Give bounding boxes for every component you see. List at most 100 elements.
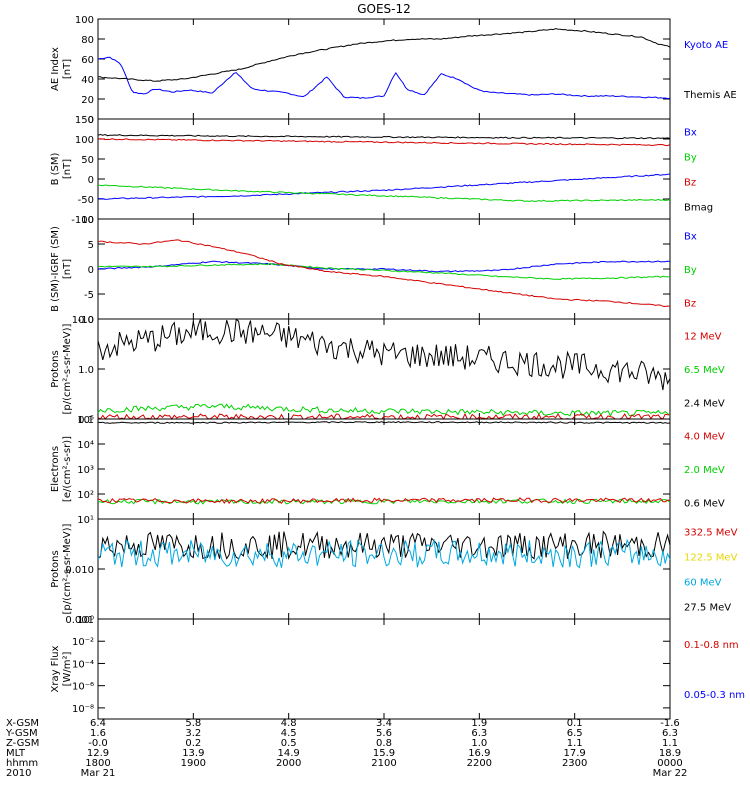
x-cell: 16.9: [468, 748, 490, 759]
y-tick-label: 10: [81, 215, 94, 226]
panel-xray: 10⁻⁸ 10⁻⁶ 10⁻⁴ 10⁻² 10⁰ Xray Flux [W/m²] 0.1-0.…: [50, 615, 745, 720]
panel-ae: 0 20 40 60 80 100 AE Index [nT] Kyoto AE Themis A…: [50, 15, 737, 126]
series-line-kyoto-ae: [97, 56, 671, 100]
legend-entry: 332.5 MeV: [684, 528, 738, 539]
y-tick-label: 1.0: [78, 365, 94, 376]
x-row-label: MLT: [6, 748, 26, 759]
x-row-label: Y-GSM: [5, 728, 38, 739]
x-cell: 0000: [657, 758, 682, 769]
y-axis-label: [e/(cm²-s-sr)]: [62, 436, 73, 502]
y-axis-label: B (SM)-IGRF (SM): [50, 226, 61, 312]
x-cell: 4.5: [281, 728, 297, 739]
x-cell: 17.9: [564, 748, 586, 759]
x-cell: 1.1: [662, 738, 678, 749]
y-tick-label: -10: [78, 315, 94, 326]
series-line-bz: [97, 239, 671, 308]
panel-frame: [97, 18, 671, 120]
x-row-label: X-GSM: [6, 718, 39, 729]
x-cell: -0.0: [88, 738, 108, 749]
x-cell: Mar 21: [81, 768, 116, 779]
legend-entry: 6.5 MeV: [684, 365, 725, 376]
x-cell: 3.2: [185, 728, 201, 739]
x-cell: 6.3: [662, 728, 678, 739]
y-tick-label: 60: [81, 55, 94, 66]
y-tick-label: 0.1: [78, 415, 94, 426]
series-line-bz: [97, 138, 671, 147]
series-line-bx: [97, 173, 671, 200]
legend-entry: 4.0 MeV: [684, 432, 725, 443]
x-cell: 2300: [562, 758, 587, 769]
series-line-4-0-mev: [97, 497, 671, 505]
y-axis-label: [p/(cm²-s-sr-MeV)]: [62, 323, 73, 414]
x-cell: 18.9: [659, 748, 681, 759]
legend-entry: 0.1-0.8 nm: [684, 640, 739, 651]
x-cell: 15.9: [373, 748, 395, 759]
y-tick-label: 0: [88, 115, 94, 126]
legend-entry: 60 MeV: [684, 578, 722, 589]
legend-entry: 12 MeV: [684, 332, 722, 343]
y-axis-label: B (SM): [50, 152, 61, 185]
x-cell: 5.6: [376, 728, 392, 739]
y-tick-label: -5: [84, 290, 94, 301]
legend-entry: Bz: [684, 178, 696, 189]
series-line-0-6-mev: [97, 420, 671, 424]
x-cell: 4.8: [281, 718, 297, 729]
y-tick-label: 0: [88, 175, 94, 186]
y-tick-label: 10³: [77, 465, 94, 476]
legend-entry: By: [684, 153, 697, 164]
x-cell: 2200: [467, 758, 492, 769]
x-row-label: 2010: [6, 768, 31, 779]
y-tick-label: 10⁰: [77, 615, 94, 626]
y-axis-label: Electrons: [50, 446, 61, 492]
y-tick-label: -100: [71, 215, 94, 226]
x-cell: 1.9: [471, 718, 487, 729]
series-line-bx: [97, 260, 671, 273]
x-row-label: Z-GSM: [6, 738, 39, 749]
series-line-2-4-mev: [97, 318, 671, 391]
x-cell: Mar 22: [653, 768, 688, 779]
panel-frame: [97, 318, 671, 420]
legend-entry: Bx: [684, 232, 697, 243]
legend-entry: Themis AE: [683, 90, 737, 101]
legend-entry: Bmag: [684, 203, 713, 214]
legend-entry: 2.4 MeV: [684, 398, 725, 409]
legend-entry: 0.6 MeV: [684, 498, 725, 509]
panel-protons_low: 0.1 1.0 10.0 Protons [p/(cm²-s-sr-MeV)] 12 Me…: [50, 315, 725, 426]
y-tick-label: 5: [88, 240, 94, 251]
x-cell: 6.3: [471, 728, 487, 739]
x-cell: 0.1: [567, 718, 583, 729]
x-cell: 6.5: [567, 728, 583, 739]
series-line-6-5-mev: [97, 403, 671, 418]
series-line-12-mev: [97, 412, 671, 420]
y-axis-label: [nT]: [62, 159, 73, 179]
x-cell: 1800: [85, 758, 110, 769]
panel-protons_high: 0.001 0.010 Protons [p/(cm²-s-sr-MeV)] 332.5…: [50, 518, 738, 626]
y-tick-label: 50: [81, 155, 94, 166]
y-tick-label: 10⁵: [77, 415, 94, 426]
x-cell: 0.8: [376, 738, 392, 749]
y-tick-label: 100: [75, 135, 94, 146]
y-tick-label: 150: [75, 115, 94, 126]
series-line-themis-ae: [98, 28, 671, 82]
y-axis-label: [p/(cm²-s-sr-MeV)]: [62, 523, 73, 614]
legend-entry: Bz: [684, 298, 696, 309]
panel-frame: [97, 118, 671, 220]
y-tick-label: 10⁴: [77, 440, 94, 451]
x-cell: 12.9: [87, 748, 109, 759]
series-line-2-0-mev: [97, 498, 671, 505]
y-tick-label: 20: [81, 95, 94, 106]
panel-bigrf: -10 -5 0 5 10 B (SM)-IGRF (SM) [nT] Bx By Bz: [50, 215, 697, 326]
y-axis-label: Xray Flux: [50, 645, 61, 692]
series-line-60-mev: [97, 538, 671, 569]
x-cell: 1900: [181, 758, 206, 769]
panel-frame: [97, 518, 671, 620]
x-cell: 0.2: [185, 738, 201, 749]
x-cell: 5.8: [185, 718, 201, 729]
series-line-bmag: [97, 133, 671, 140]
y-tick-label: -50: [78, 195, 94, 206]
y-tick-label: 0.001: [65, 615, 94, 626]
x-cell: 2000: [276, 758, 301, 769]
